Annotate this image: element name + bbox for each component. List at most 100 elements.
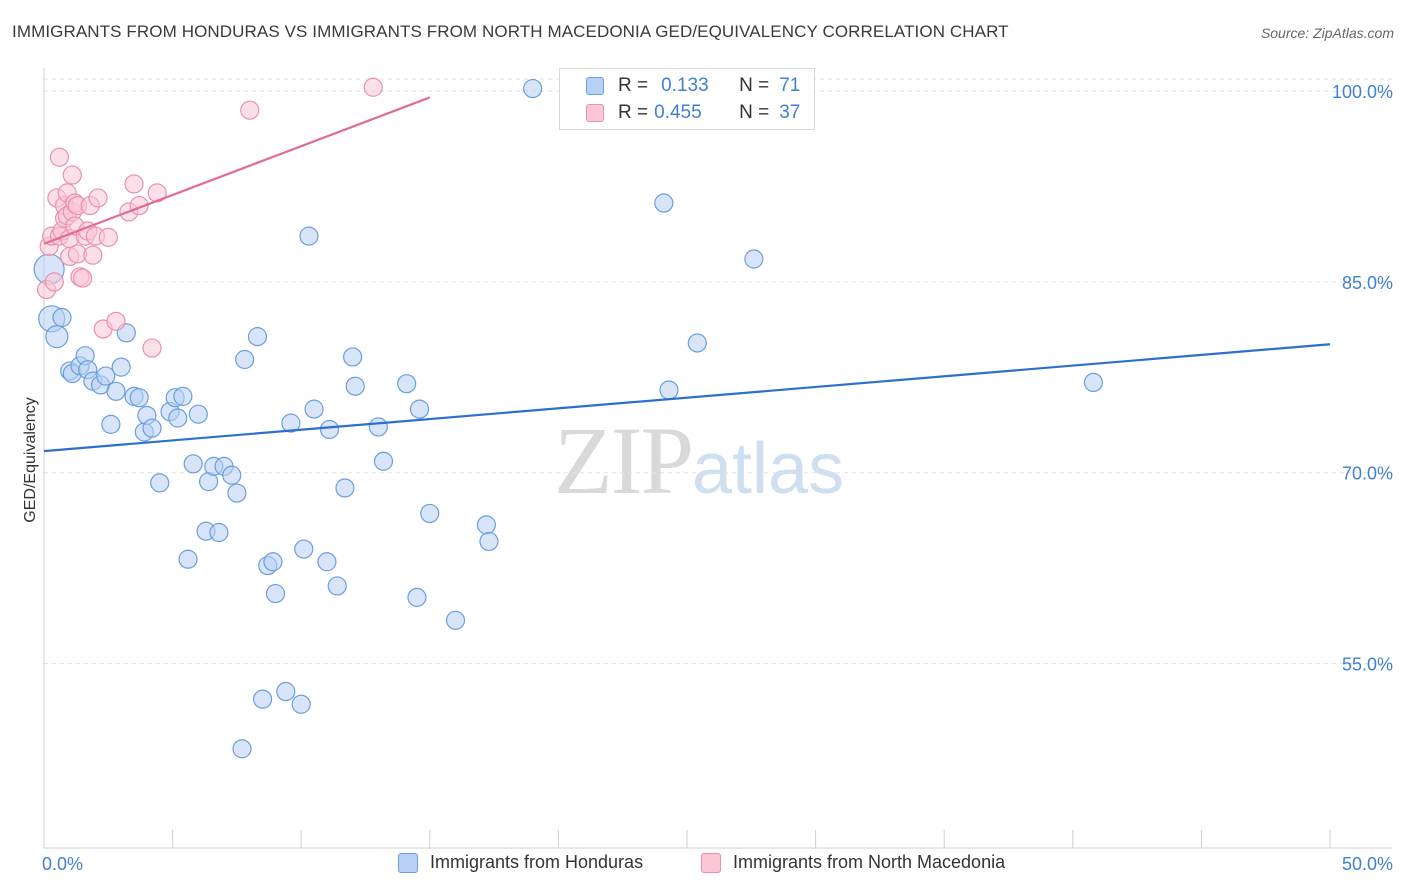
- legend-row-north-macedonia: R = 0.455 N = 37: [586, 101, 800, 125]
- point-north-macedonia: [49, 147, 70, 167]
- series-legend-north-macedonia[interactable]: Immigrants from North Macedonia: [701, 852, 1005, 873]
- point-honduras: [343, 347, 363, 367]
- point-honduras: [368, 417, 388, 437]
- point-honduras: [263, 552, 283, 572]
- point-honduras: [744, 249, 764, 269]
- watermark: ZIPatlas: [554, 405, 844, 516]
- x-tick-label: 0.0%: [42, 854, 83, 874]
- point-honduras: [247, 327, 268, 347]
- legend-swatch-honduras: [586, 77, 604, 95]
- point-north-macedonia: [363, 77, 383, 97]
- legend-row-honduras: R = 0.133 N = 71: [586, 74, 800, 98]
- point-honduras: [397, 374, 417, 394]
- legend-r-value: 0.455: [654, 102, 702, 123]
- point-honduras: [222, 465, 242, 485]
- point-north-macedonia: [124, 174, 144, 194]
- series-legend: Immigrants from Honduras Immigrants from…: [0, 852, 1406, 878]
- watermark-atlas: atlas: [692, 429, 845, 509]
- y-tick-label: 55.0%: [1342, 655, 1393, 675]
- series-label-honduras: Immigrants from Honduras: [430, 852, 644, 872]
- point-honduras: [129, 388, 149, 408]
- point-honduras: [45, 325, 69, 349]
- legend-r-value: 0.133: [661, 75, 709, 96]
- series-swatch-honduras: [398, 852, 418, 873]
- point-honduras: [281, 413, 301, 433]
- legend-swatch-north-macedonia: [586, 104, 604, 122]
- point-honduras: [253, 689, 273, 709]
- y-tick-label: 70.0%: [1342, 464, 1393, 484]
- point-honduras: [150, 473, 170, 493]
- y-axis-label: GED/Equivalency: [22, 397, 39, 522]
- legend-n-value: 37: [779, 102, 801, 123]
- legend-n-label: N =: [739, 75, 770, 96]
- point-honduras: [265, 583, 286, 604]
- x-tick-label: 50.0%: [1342, 854, 1393, 874]
- point-honduras: [168, 408, 188, 428]
- point-north-macedonia: [44, 272, 64, 292]
- series-label-north-macedonia: Immigrants from North Macedonia: [733, 852, 1006, 872]
- point-honduras: [445, 610, 466, 630]
- point-honduras: [319, 419, 340, 440]
- point-north-macedonia: [98, 227, 118, 247]
- point-honduras: [327, 576, 347, 596]
- point-honduras: [101, 414, 121, 434]
- point-honduras: [373, 451, 394, 471]
- point-honduras: [479, 531, 499, 552]
- point-honduras: [52, 307, 72, 328]
- point-honduras: [335, 478, 355, 498]
- point-honduras: [111, 357, 131, 377]
- point-honduras: [96, 366, 116, 386]
- point-honduras: [654, 193, 674, 213]
- source-label: Source: ZipAtlas.com: [1260, 25, 1394, 41]
- point-honduras: [345, 376, 365, 396]
- point-honduras: [235, 349, 255, 370]
- point-honduras: [523, 78, 543, 99]
- point-north-macedonia: [88, 188, 108, 208]
- y-tick-label: 100.0%: [1332, 82, 1393, 102]
- point-honduras: [299, 226, 319, 246]
- point-honduras: [178, 549, 198, 569]
- point-honduras: [291, 694, 311, 714]
- point-north-macedonia: [83, 245, 103, 265]
- point-honduras: [232, 739, 252, 759]
- point-honduras: [183, 454, 203, 474]
- trend-line-honduras: [43, 343, 1331, 453]
- trend-lines: [43, 96, 1331, 453]
- point-honduras: [227, 483, 247, 503]
- stats-legend: R = 0.133 N = 71 R = 0.455 N = 37: [559, 68, 815, 130]
- axes: [43, 68, 1392, 849]
- point-honduras: [173, 386, 193, 406]
- point-honduras: [294, 539, 314, 559]
- point-north-macedonia: [106, 311, 126, 331]
- point-honduras: [687, 333, 707, 353]
- y-tick-label: 85.0%: [1342, 273, 1393, 293]
- data-points: [33, 77, 1103, 759]
- point-honduras: [276, 681, 296, 702]
- legend-r-label: R =: [618, 75, 649, 96]
- series-legend-honduras[interactable]: Immigrants from Honduras: [398, 852, 643, 873]
- point-north-macedonia: [62, 165, 82, 185]
- legend-r-label: R =: [618, 102, 649, 123]
- point-honduras: [317, 552, 337, 572]
- tick-labels: 55.0% 70.0% 85.0% 100.0% 0.0% 50.0% GED/Equiva…: [22, 82, 1393, 874]
- point-honduras: [106, 381, 126, 401]
- point-honduras: [142, 418, 162, 438]
- point-honduras: [409, 399, 430, 419]
- point-honduras: [188, 404, 208, 424]
- point-honduras: [407, 587, 427, 607]
- point-honduras: [420, 503, 440, 524]
- point-north-macedonia: [240, 100, 260, 120]
- legend-n-value: 71: [779, 75, 801, 96]
- point-honduras: [304, 399, 324, 419]
- point-north-macedonia: [72, 268, 93, 288]
- point-honduras: [209, 522, 229, 543]
- legend-n-label: N =: [739, 102, 770, 123]
- point-north-macedonia: [142, 338, 162, 358]
- point-honduras: [1083, 372, 1103, 392]
- chart-title: IMMIGRANTS FROM HONDURAS VS IMMIGRANTS F…: [12, 22, 1009, 41]
- point-honduras: [659, 380, 679, 400]
- trend-line-north-macedonia: [43, 96, 431, 245]
- series-swatch-north-macedonia: [701, 852, 721, 873]
- watermark-zip: ZIP: [554, 407, 694, 514]
